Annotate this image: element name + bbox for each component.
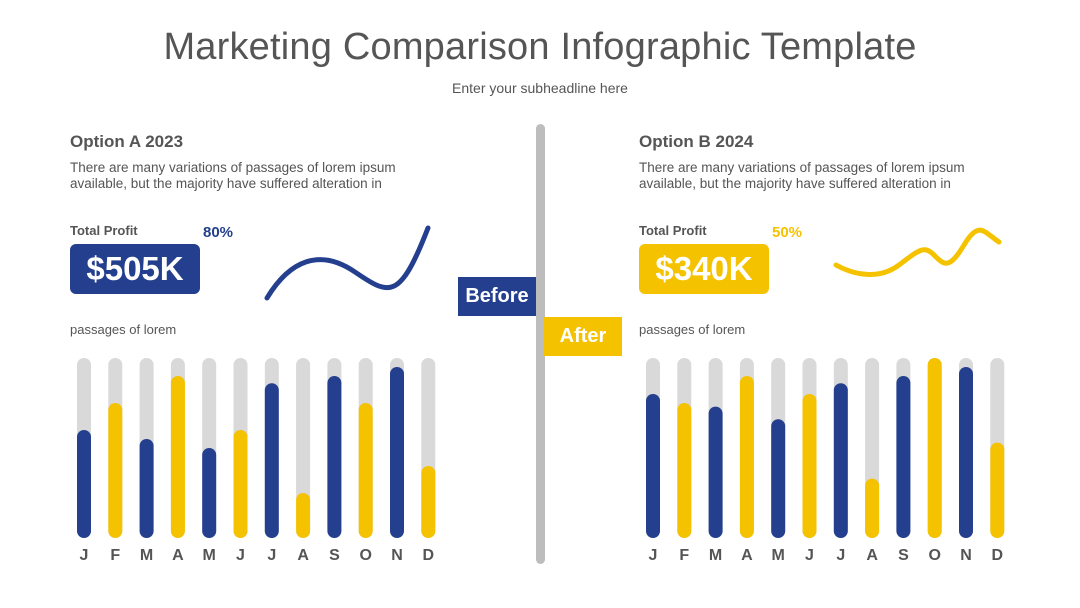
option-b-month-label: A (866, 547, 878, 564)
option-b-month-label: A (741, 547, 753, 564)
option-b-month-label: S (898, 547, 909, 564)
option-a-trend-line (264, 225, 431, 301)
option-b-month-label: O (928, 547, 940, 564)
option-a-panel: Option A 2023 There are many variations … (70, 130, 470, 570)
before-tag: Before (458, 277, 536, 316)
option-a-bar (202, 448, 217, 538)
option-b-bar (771, 419, 786, 538)
option-b-bar (865, 478, 880, 538)
option-a-bar (296, 493, 311, 538)
option-a-bar (77, 430, 91, 538)
option-a-month-label: M (203, 547, 216, 564)
option-b-profit-label: Total Profit (639, 223, 707, 238)
option-a-title: Option A 2023 (70, 132, 184, 151)
option-a-month-label: N (391, 547, 403, 564)
option-b-month-label: J (836, 547, 845, 564)
option-a-percent: 80% (203, 224, 234, 241)
option-a-bar-track (296, 358, 311, 538)
option-b-bar (677, 403, 692, 538)
option-a-month-label: D (423, 547, 435, 564)
page-subtitle: Enter your subheadline here (452, 80, 628, 96)
option-a-bar (170, 376, 185, 538)
option-a-month-label: A (172, 547, 184, 564)
option-a-bar (327, 376, 342, 538)
option-a-month-label: S (329, 547, 340, 564)
option-b-bar (896, 376, 911, 538)
after-tag: After (544, 317, 622, 356)
option-b-profit-value: $340K (639, 244, 769, 294)
option-a-month-label: O (359, 547, 371, 564)
option-a-month-label: J (80, 547, 89, 564)
option-b-bar (959, 367, 973, 538)
option-b-description: There are many variations of passages of… (639, 160, 965, 191)
option-b-chart-label: passages of lorem (639, 322, 746, 337)
option-a-month-label: A (297, 547, 309, 564)
option-b-bar (708, 406, 723, 538)
option-b-bar (927, 358, 942, 538)
option-a-bar (390, 367, 404, 538)
option-b-trend-line (833, 227, 1002, 277)
option-a-profit-label: Total Profit (70, 223, 138, 238)
option-a-chart-label: passages of lorem (70, 322, 177, 337)
option-a-bar (108, 403, 123, 538)
option-b-month-label: F (679, 547, 689, 564)
option-a-bar (421, 466, 436, 538)
option-b-month-label: J (649, 547, 658, 564)
option-b-month-label: J (805, 547, 814, 564)
option-b-percent: 50% (772, 224, 803, 241)
option-a-month-label: F (110, 547, 120, 564)
option-b-month-label: N (960, 547, 972, 564)
option-b-month-label: D (992, 547, 1004, 564)
option-b-bar (990, 442, 1005, 538)
page-title: Marketing Comparison Infographic Templat… (163, 26, 917, 68)
option-a-month-label: M (140, 547, 153, 564)
option-b-bar (802, 394, 817, 538)
option-a-profit-value: $505K (70, 244, 200, 294)
option-b-month-label: M (772, 547, 785, 564)
option-b-title: Option B 2024 (639, 132, 754, 151)
option-a-bar (358, 403, 373, 538)
option-b-bar (646, 394, 660, 538)
divider (536, 124, 545, 564)
option-a-description: There are many variations of passages of… (70, 160, 396, 191)
option-a-bar (233, 430, 248, 538)
option-b-month-label: M (709, 547, 722, 564)
option-a-bar (139, 439, 154, 538)
option-b-bar (739, 376, 754, 538)
option-a-month-label: J (236, 547, 245, 564)
option-b-bar (833, 383, 848, 538)
option-a-bar (264, 383, 279, 538)
option-a-month-label: J (267, 547, 276, 564)
option-b-panel: Option B 2024 There are many variations … (639, 130, 1039, 570)
